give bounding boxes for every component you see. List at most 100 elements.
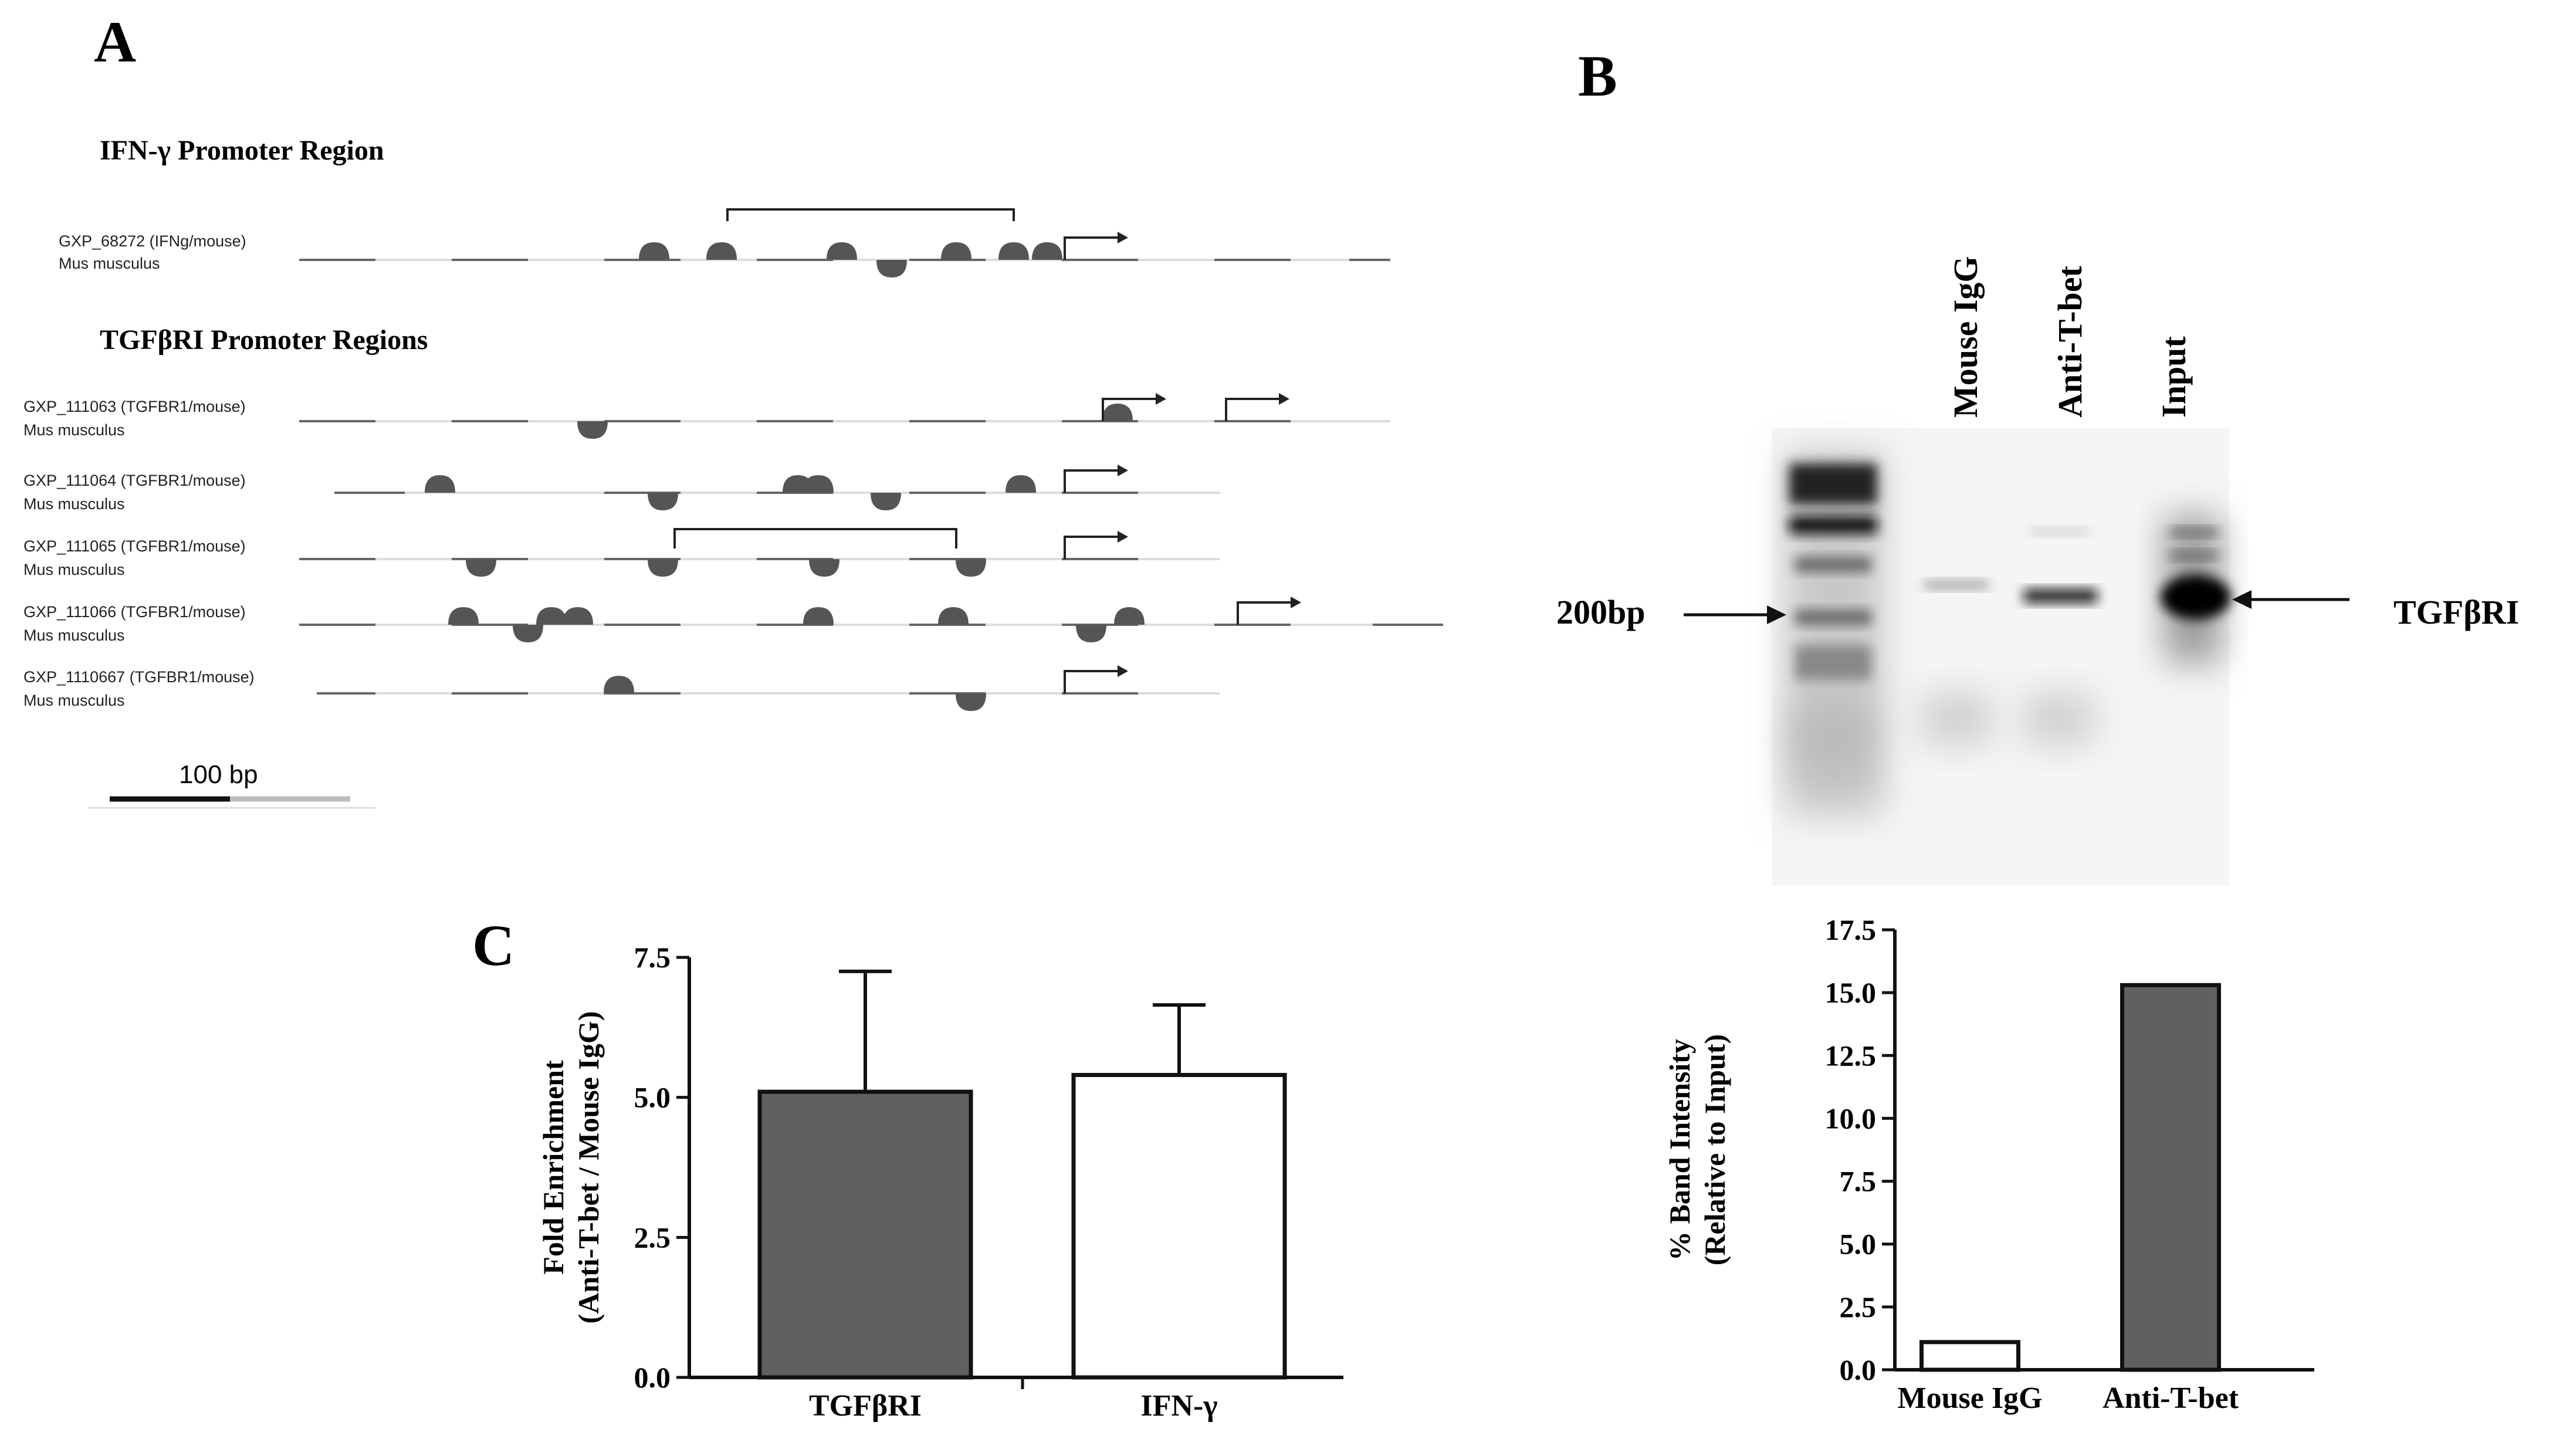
y-tick-label: 12.5 (1825, 1039, 1877, 1072)
gel-band (1795, 704, 1871, 774)
gel-band (1924, 581, 1989, 589)
binding-site (876, 260, 907, 277)
binding-site (466, 559, 496, 577)
binding-site (809, 559, 839, 577)
y-tick-label: 7.5 (634, 941, 671, 974)
binding-site (803, 475, 834, 493)
binding-site (938, 607, 969, 625)
gel-band (2171, 551, 2217, 560)
track-species: Mus musculus (23, 692, 125, 709)
binding-site (941, 242, 971, 260)
binding-site (563, 607, 593, 625)
size-marker-arrowhead (1767, 605, 1786, 624)
y-tick-label: 0.0 (1840, 1353, 1877, 1386)
gel-band (1921, 692, 1992, 745)
y-axis-label-line: (Anti-T-bet / Mouse IgG) (572, 1011, 605, 1324)
y-tick-label: 15.0 (1825, 976, 1877, 1009)
gel-band (2161, 575, 2231, 619)
x-tick-label: Anti-T-bet (2103, 1381, 2239, 1415)
y-axis-label: Fold Enrichment(Anti-T-bet / Mouse IgG) (537, 1011, 605, 1324)
x-tick-label: TGFβRI (809, 1389, 922, 1423)
binding-site (604, 676, 634, 693)
y-tick-label: 5.0 (1840, 1228, 1877, 1261)
binding-site (956, 559, 986, 577)
binding-site (639, 242, 669, 260)
tss-arrow (1102, 398, 1156, 421)
gel-band (1789, 463, 1877, 504)
track-species: Mus musculus (23, 627, 125, 644)
gel-band (2171, 528, 2217, 536)
lane-label-mouse-igg: Mouse IgG (1946, 256, 1985, 418)
tss-arrowhead (1291, 597, 1301, 608)
y-tick-label: 0.0 (634, 1361, 671, 1394)
y-axis-label-line: (Relative to Input) (1698, 1034, 1731, 1265)
track-species: Mus musculus (23, 421, 125, 439)
gel-band (1795, 557, 1871, 572)
chart-fold-enrichment: 0.0 2.5 5.0 7.5 TGFβRI IFN-γ Fold Enrichment(A… (537, 941, 1343, 1423)
gel-band (1789, 516, 1877, 534)
binding-site (1102, 404, 1133, 421)
binding-site (1005, 475, 1036, 493)
tss-arrow (1237, 601, 1291, 625)
panel-b: B Mouse IgG Anti-T-bet Input (1556, 43, 2519, 886)
binding-site (871, 493, 901, 510)
binding-site (803, 607, 834, 625)
track-id: GXP_111066 (TGFBR1/mouse) (23, 603, 246, 621)
tss-arrowhead (1118, 665, 1128, 677)
tss-arrowhead (1279, 393, 1289, 405)
track-id: GXP_68272 (IFNg/mouse) (59, 232, 246, 250)
y-axis-label: % Band Intensity(Relative to Input) (1663, 1034, 1731, 1265)
lane-label-input: Input (2155, 336, 2193, 418)
tgf-heading: TGFβRI Promoter Regions (100, 324, 428, 355)
y-tick-label: 2.5 (634, 1221, 671, 1254)
x-tick-label: Mouse IgG (1898, 1381, 2043, 1415)
binding-bracket (673, 528, 957, 548)
track-species: Mus musculus (59, 255, 160, 272)
track-species: Mus musculus (23, 561, 125, 578)
bar (757, 1089, 973, 1380)
band-marker-arrowhead (2232, 590, 2252, 609)
chart-band-intensity: 0.0 2.5 5.0 7.5 10.0 12.5 15.0 17.5 Mouse IgG Ant… (1663, 913, 2314, 1415)
track-species: Mus musculus (23, 495, 125, 513)
lane-label-anti-tbet: Anti-T-bet (2051, 265, 2089, 418)
gel-band (2024, 590, 2097, 602)
binding-site (706, 242, 737, 260)
y-tick-label: 2.5 (1840, 1291, 1877, 1323)
tss-arrowhead (1118, 531, 1128, 543)
track-id: GXP_111063 (TGFBR1/mouse) (23, 398, 246, 415)
lane-labels: Mouse IgG Anti-T-bet Input (1946, 256, 2193, 418)
scale-bar: 100 bp (88, 760, 375, 809)
track-labels: GXP_68272 (IFNg/mouse) Mus musculus GXP_… (23, 232, 255, 709)
binding-site (536, 607, 567, 625)
tss-arrow (1064, 469, 1118, 493)
tss-arrowhead (1118, 465, 1128, 476)
size-marker-label: 200bp (1556, 593, 1646, 631)
binding-site (1114, 607, 1145, 625)
y-tick-label: 7.5 (1840, 1165, 1877, 1198)
tss-arrowhead (1156, 393, 1166, 405)
x-tick-label: IFN-γ (1140, 1389, 1217, 1423)
binding-site (648, 493, 678, 510)
panel-label-c: C (472, 913, 514, 978)
binding-site (1032, 242, 1062, 260)
y-tick-label: 17.5 (1825, 913, 1877, 946)
scale-label: 100 bp (179, 760, 258, 789)
gel-band (2024, 692, 2094, 745)
gel-band (1795, 645, 1871, 680)
gel-band (1795, 610, 1871, 625)
binding-site (956, 693, 986, 711)
tss-arrow (1064, 236, 1118, 260)
band-marker-label: TGFβRI (2393, 593, 2519, 631)
track-id: GXP_1110667 (TGFBR1/mouse) (23, 668, 255, 686)
y-axis-label-line: Fold Enrichment (537, 1060, 570, 1275)
binding-bracket (726, 208, 1015, 221)
promoter-tracks (299, 232, 1443, 711)
binding-site (998, 242, 1029, 260)
bar (1919, 1340, 2020, 1372)
binding-site (648, 559, 678, 577)
binding-site (827, 242, 857, 260)
binding-site (577, 421, 608, 439)
tss-arrow (1064, 536, 1118, 559)
panel-a: A IFN-γ Promoter Region TGFβRI Promoter … (23, 9, 1443, 809)
